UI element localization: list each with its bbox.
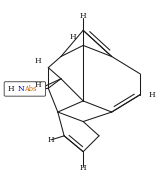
Text: H: H [35,57,41,65]
FancyBboxPatch shape [4,82,46,96]
Text: H: H [80,163,87,171]
Text: H: H [70,33,76,41]
Text: H: H [47,136,54,144]
Text: H: H [35,81,41,89]
Text: H: H [8,85,14,93]
Text: H: H [80,12,87,20]
Text: H: H [149,91,156,99]
Text: N: N [18,85,24,93]
Text: Abs: Abs [24,85,36,93]
